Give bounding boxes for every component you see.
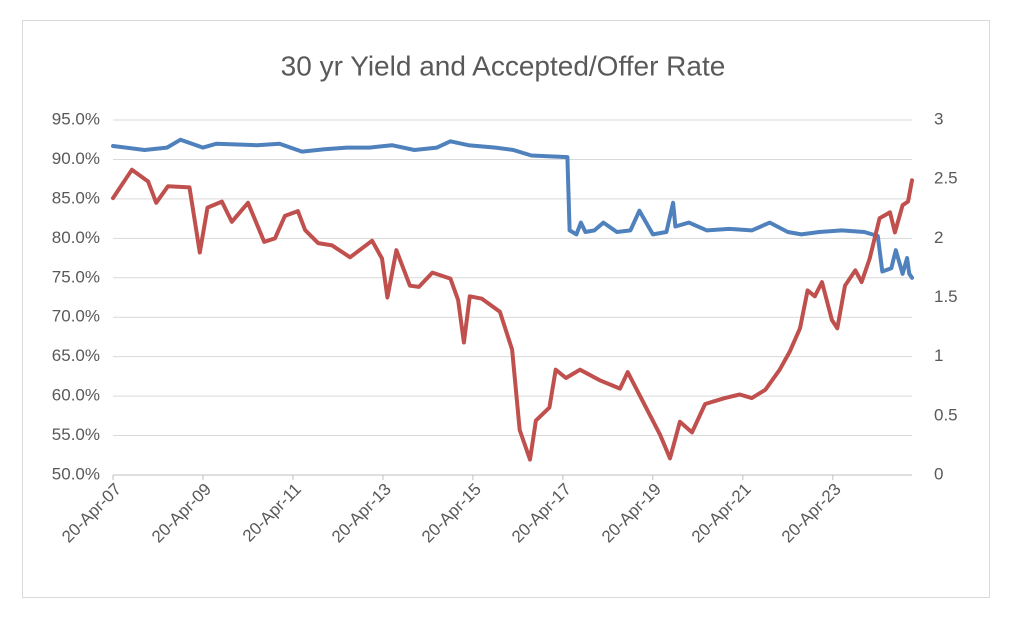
chart-title: 30 yr Yield and Accepted/Offer Rate xyxy=(281,50,726,81)
y-tick-label: 90.0% xyxy=(52,149,100,168)
y-tick-label: 60.0% xyxy=(52,386,100,405)
series-line xyxy=(111,137,914,280)
series-line xyxy=(111,167,914,462)
y2-tick-label: 2.5 xyxy=(934,169,958,188)
y-tick-label: 85.0% xyxy=(52,188,100,207)
y2-tick-label: 1.5 xyxy=(934,287,958,306)
y2-tick-label: 3 xyxy=(934,109,943,128)
y2-tick-label: 2 xyxy=(934,228,943,247)
y-tick-label: 55.0% xyxy=(52,425,100,444)
y-tick-label: 95.0% xyxy=(52,109,100,128)
y-tick-label: 70.0% xyxy=(52,307,100,326)
y2-tick-label: 1 xyxy=(934,346,943,365)
y-tick-label: 75.0% xyxy=(52,267,100,286)
y2-tick-label: 0 xyxy=(934,464,943,483)
y-tick-label: 65.0% xyxy=(52,346,100,365)
y2-tick-label: 0.5 xyxy=(934,405,958,424)
chart-border xyxy=(22,20,990,598)
y-tick-label: 80.0% xyxy=(52,228,100,247)
y-tick-label: 50.0% xyxy=(52,464,100,483)
